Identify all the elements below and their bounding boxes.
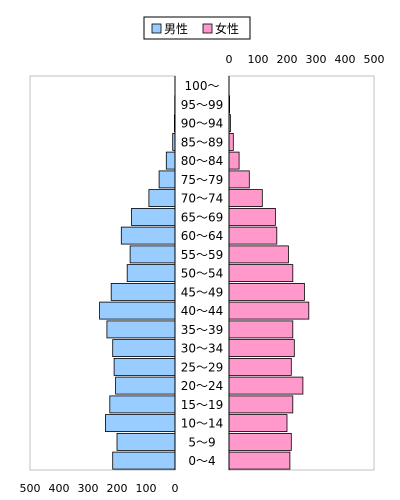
male-bars [99,95,176,470]
age-group-label: 10〜14 [181,417,224,431]
legend-label-female: 女性 [215,21,239,36]
male-bar [99,301,176,320]
age-group-label: 100〜 [185,79,220,93]
age-group-label: 20〜24 [181,379,224,393]
male-axis-ticks: 500 400 300 200 100 0 [20,482,179,495]
age-group-label: 35〜39 [181,323,224,337]
male-axis-tick-label: 100 [136,482,157,495]
female-bar [228,414,288,433]
male-bar [115,376,176,395]
male-bar [131,207,176,226]
male-bar [148,189,176,208]
female-bar [228,226,278,245]
age-group-label: 40〜44 [181,304,224,318]
female-axis-tick-label: 100 [248,53,269,66]
male-axis-tick-label: 200 [107,482,128,495]
male-axis-tick-label: 400 [49,482,70,495]
female-bar [228,264,294,283]
female-bar [228,432,292,451]
female-axis-ticks: 0 100 200 300 400 500 [226,53,385,66]
male-bar [106,320,176,339]
age-group-label: 25〜29 [181,360,224,374]
male-bar [158,170,176,189]
age-group-label: 15〜19 [181,398,224,412]
male-axis-tick-label: 300 [78,482,99,495]
female-bar [228,357,292,376]
male-bar [120,226,176,245]
age-group-label: 85〜89 [181,135,224,149]
age-group-label: 80〜84 [181,154,224,168]
female-axis-tick-label: 0 [226,53,233,66]
legend-label-male: 男性 [164,22,188,36]
male-bar [116,432,176,451]
male-bar [110,282,176,301]
female-bar [228,189,263,208]
female-bar [228,170,250,189]
age-group-labels: 0〜4 5〜9 10〜14 15〜19 20〜24 25〜29 30〜34 35〜39 40〜4… [181,79,224,468]
age-group-label: 55〜59 [181,248,224,262]
male-bar [126,264,176,283]
male-bar [112,339,176,358]
female-bar [228,395,294,414]
female-bar [228,207,276,226]
legend-swatch-female [202,23,213,34]
female-bar [228,301,310,320]
female-bar [228,339,295,358]
female-bar [228,451,291,470]
female-bar [228,320,294,339]
age-group-label: 30〜34 [181,342,224,356]
age-group-label: 95〜99 [181,98,224,112]
age-group-label: 60〜64 [181,229,224,243]
male-bar [165,151,176,170]
age-group-label: 5〜9 [188,435,215,449]
female-bar [228,282,305,301]
age-group-label: 75〜79 [181,173,224,187]
age-group-label: 70〜74 [181,192,224,206]
legend-swatch-male [151,23,162,34]
male-bar [105,414,176,433]
female-bar [228,151,240,170]
female-bars [228,95,310,470]
male-axis-tick-label: 0 [172,482,179,495]
age-group-label: 65〜69 [181,210,224,224]
female-axis-tick-label: 300 [306,53,327,66]
female-bar [228,132,234,151]
female-axis-tick-label: 200 [277,53,298,66]
female-bar [228,245,289,264]
male-bar [112,451,176,470]
legend-frame [143,16,251,40]
male-bar [113,357,176,376]
male-axis-tick-label: 500 [20,482,41,495]
male-bar [129,245,176,264]
female-axis-tick-label: 400 [335,53,356,66]
age-group-label: 0〜4 [188,454,215,468]
male-bar [109,395,176,414]
age-group-label: 45〜49 [181,285,224,299]
age-group-label: 90〜94 [181,117,224,131]
legend: 男性 女性 [143,16,251,40]
female-axis-tick-label: 500 [364,53,385,66]
female-bar [228,376,304,395]
age-group-label: 50〜54 [181,267,224,281]
